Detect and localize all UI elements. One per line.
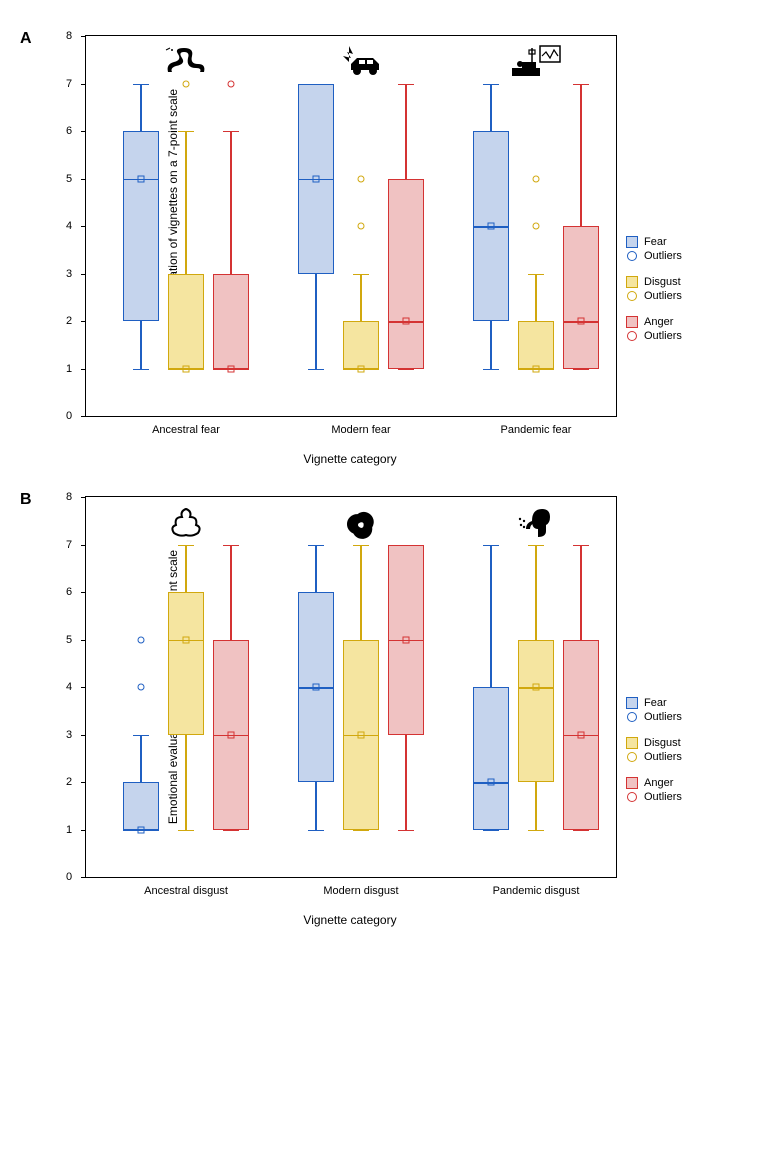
outlier-marker xyxy=(358,223,365,230)
outlier-marker xyxy=(358,175,365,182)
ytick: 8 xyxy=(66,491,72,503)
mean-marker xyxy=(358,731,365,738)
mean-marker xyxy=(403,318,410,325)
mean-marker xyxy=(403,636,410,643)
mean-marker xyxy=(533,684,540,691)
panel-B: B012345678Emotional evaluation of vignet… xyxy=(20,496,747,927)
legend-label: Outliers xyxy=(644,290,682,302)
legend-label: Outliers xyxy=(644,711,682,723)
mean-marker xyxy=(228,731,235,738)
plot: 012345678Emotional evaluation of vignett… xyxy=(85,496,617,878)
box-disgust xyxy=(168,274,204,369)
legend-label: Outliers xyxy=(644,250,682,262)
box-anger xyxy=(213,274,249,369)
box-disgust xyxy=(343,321,379,369)
xtick-label: Modern disgust xyxy=(323,885,398,897)
box-disgust xyxy=(168,592,204,735)
mean-marker xyxy=(313,175,320,182)
box-disgust xyxy=(518,640,554,783)
box-fear xyxy=(473,687,509,830)
mean-marker xyxy=(138,175,145,182)
ytick: 1 xyxy=(66,363,72,375)
hospital-icon xyxy=(510,44,562,88)
xtick-label: Modern fear xyxy=(331,424,390,436)
legend-label: Outliers xyxy=(644,791,682,803)
ytick: 8 xyxy=(66,30,72,42)
poop-icon xyxy=(168,505,204,547)
mean-marker xyxy=(313,684,320,691)
ytick: 5 xyxy=(66,173,72,185)
mean-marker xyxy=(533,365,540,372)
mean-marker xyxy=(228,365,235,372)
outlier-marker xyxy=(533,223,540,230)
mean-marker xyxy=(488,779,495,786)
ytick: 7 xyxy=(66,78,72,90)
cough-icon xyxy=(516,505,556,549)
box-disgust xyxy=(518,321,554,369)
chart-area: 012345678Emotional evaluation of vignett… xyxy=(85,35,747,417)
box-anger xyxy=(388,179,424,369)
legend-label: Anger xyxy=(644,777,673,789)
legend-label: Outliers xyxy=(644,751,682,763)
xtick-label: Ancestral disgust xyxy=(144,885,228,897)
legend: Fear Outliers Disgust Outliers Anger Outliers xyxy=(626,236,682,356)
legend-label: Fear xyxy=(644,236,667,248)
mean-marker xyxy=(578,731,585,738)
legend-label: Fear xyxy=(644,697,667,709)
ytick: 5 xyxy=(66,634,72,646)
box-anger xyxy=(563,226,599,369)
outlier-marker xyxy=(183,80,190,87)
ytick: 7 xyxy=(66,539,72,551)
box-fear xyxy=(123,782,159,830)
ytick: 3 xyxy=(66,268,72,280)
xtick-label: Pandemic fear xyxy=(501,424,572,436)
mean-marker xyxy=(183,365,190,372)
legend-label: Anger xyxy=(644,316,673,328)
ytick: 6 xyxy=(66,125,72,137)
outlier-marker xyxy=(138,684,145,691)
xtick-label: Pandemic disgust xyxy=(493,885,580,897)
mean-marker xyxy=(358,365,365,372)
panel-label: B xyxy=(20,491,32,509)
legend-label: Disgust xyxy=(644,276,681,288)
panel-A: A012345678Emotional evaluation of vignet… xyxy=(20,35,747,466)
ytick: 4 xyxy=(66,681,72,693)
chart-area: 012345678Emotional evaluation of vignett… xyxy=(85,496,747,878)
ytick: 2 xyxy=(66,315,72,327)
ytick: 6 xyxy=(66,586,72,598)
mean-marker xyxy=(488,223,495,230)
ytick: 0 xyxy=(66,871,72,883)
panel-label: A xyxy=(20,30,32,48)
x-axis-title: Vignette category xyxy=(85,452,615,466)
xtick-label: Ancestral fear xyxy=(152,424,220,436)
outlier-marker xyxy=(228,80,235,87)
ytick: 4 xyxy=(66,220,72,232)
legend: Fear Outliers Disgust Outliers Anger Outliers xyxy=(626,697,682,817)
ytick: 2 xyxy=(66,776,72,788)
x-axis-title: Vignette category xyxy=(85,913,615,927)
box-fear xyxy=(123,131,159,321)
outlier-marker xyxy=(138,636,145,643)
mean-marker xyxy=(578,318,585,325)
ytick: 1 xyxy=(66,824,72,836)
mean-marker xyxy=(183,636,190,643)
legend-label: Outliers xyxy=(644,330,682,342)
outlier-marker xyxy=(533,175,540,182)
legend-label: Disgust xyxy=(644,737,681,749)
ytick: 0 xyxy=(66,410,72,422)
car-icon xyxy=(337,44,385,86)
ytick: 3 xyxy=(66,729,72,741)
plot: 012345678Emotional evaluation of vignett… xyxy=(85,35,617,417)
mean-marker xyxy=(138,826,145,833)
